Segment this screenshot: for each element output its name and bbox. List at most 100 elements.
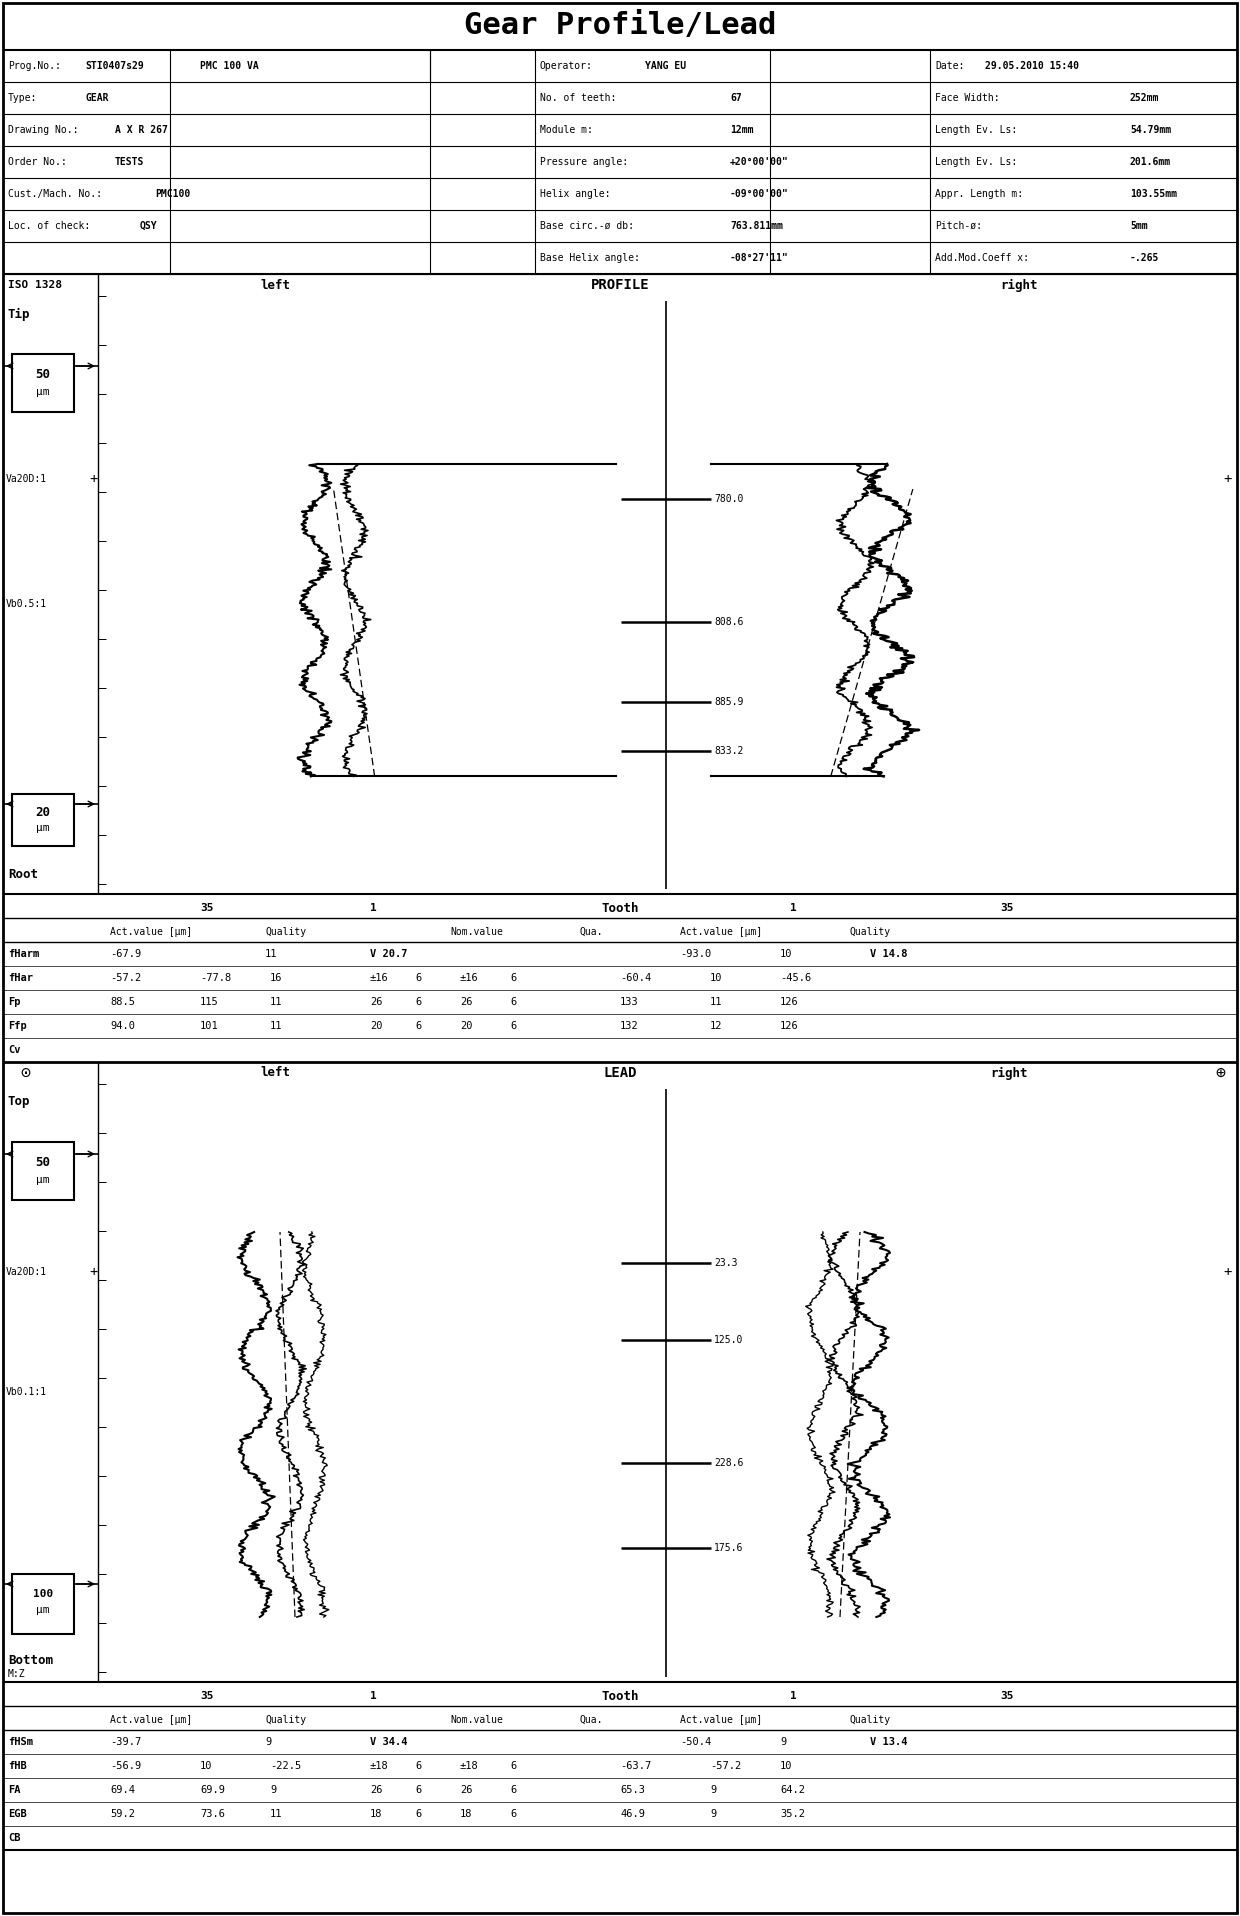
- Text: 69.9: 69.9: [200, 1786, 224, 1795]
- Text: 6: 6: [510, 1809, 516, 1818]
- Text: 885.9: 885.9: [714, 697, 743, 707]
- Text: 9: 9: [265, 1738, 272, 1747]
- Text: Quality: Quality: [849, 1715, 892, 1724]
- Text: Vb0.1:1: Vb0.1:1: [6, 1387, 47, 1397]
- Text: 20: 20: [36, 805, 51, 818]
- Text: Tooth: Tooth: [601, 902, 639, 914]
- Text: ⊙: ⊙: [20, 1063, 30, 1083]
- Text: +: +: [89, 1265, 98, 1280]
- Text: Base circ.-ø db:: Base circ.-ø db:: [539, 220, 634, 232]
- Text: 10: 10: [780, 948, 792, 960]
- Text: Loc. of check:: Loc. of check:: [7, 220, 91, 232]
- Text: Type:: Type:: [7, 94, 37, 103]
- Text: 201.6mm: 201.6mm: [1130, 157, 1171, 167]
- Text: +20°00'00": +20°00'00": [730, 157, 789, 167]
- Text: 1: 1: [790, 902, 797, 914]
- Text: A X R 267: A X R 267: [115, 125, 167, 134]
- Text: -63.7: -63.7: [620, 1761, 651, 1770]
- Text: Fp: Fp: [7, 996, 21, 1008]
- Text: STI0407s29: STI0407s29: [86, 61, 144, 71]
- Text: 11: 11: [270, 996, 283, 1008]
- Text: 73.6: 73.6: [200, 1809, 224, 1818]
- Text: 9: 9: [780, 1738, 786, 1747]
- Text: 35: 35: [200, 902, 213, 914]
- Text: Act.value [μm]: Act.value [μm]: [680, 1715, 763, 1724]
- Text: 10: 10: [711, 973, 723, 983]
- Text: fHSm: fHSm: [7, 1738, 33, 1747]
- Text: ⊕: ⊕: [1215, 1063, 1225, 1083]
- Text: 6: 6: [415, 1761, 422, 1770]
- Text: 69.4: 69.4: [110, 1786, 135, 1795]
- Text: Module m:: Module m:: [539, 125, 593, 134]
- Text: 59.2: 59.2: [110, 1809, 135, 1818]
- Text: 175.6: 175.6: [714, 1542, 743, 1552]
- Text: ±16: ±16: [370, 973, 389, 983]
- Text: LEAD: LEAD: [603, 1065, 637, 1081]
- Text: Quality: Quality: [265, 1715, 306, 1724]
- Text: 125.0: 125.0: [714, 1335, 743, 1345]
- Text: 16: 16: [270, 973, 283, 983]
- Text: μm: μm: [36, 1606, 50, 1615]
- Text: M:Z: M:Z: [7, 1669, 26, 1678]
- Text: ±18: ±18: [460, 1761, 479, 1770]
- Text: 6: 6: [510, 1021, 516, 1031]
- Text: right: right: [999, 278, 1038, 291]
- Text: Add.Mod.Coeff x:: Add.Mod.Coeff x:: [935, 253, 1029, 262]
- Text: 126: 126: [780, 1021, 799, 1031]
- Text: 763.811mm: 763.811mm: [730, 220, 782, 232]
- Text: 35.2: 35.2: [780, 1809, 805, 1818]
- Text: TESTS: TESTS: [115, 157, 144, 167]
- Text: 12mm: 12mm: [730, 125, 754, 134]
- Text: μm: μm: [36, 1175, 50, 1184]
- Text: -50.4: -50.4: [680, 1738, 712, 1747]
- Text: Appr. Length m:: Appr. Length m:: [935, 190, 1023, 199]
- Text: V 13.4: V 13.4: [870, 1738, 908, 1747]
- Text: Drawing No.:: Drawing No.:: [7, 125, 78, 134]
- Text: -67.9: -67.9: [110, 948, 141, 960]
- Text: 11: 11: [265, 948, 278, 960]
- Text: -56.9: -56.9: [110, 1761, 141, 1770]
- Text: -60.4: -60.4: [620, 973, 651, 983]
- Text: 18: 18: [460, 1809, 472, 1818]
- Text: Qua.: Qua.: [580, 1715, 604, 1724]
- Text: Pitch-ø:: Pitch-ø:: [935, 220, 982, 232]
- Text: 35: 35: [999, 1692, 1013, 1701]
- Text: Bottom: Bottom: [7, 1654, 53, 1667]
- Text: fHB: fHB: [7, 1761, 27, 1770]
- Text: 11: 11: [270, 1809, 283, 1818]
- Text: V 34.4: V 34.4: [370, 1738, 408, 1747]
- Text: Tooth: Tooth: [601, 1690, 639, 1703]
- Text: 35: 35: [999, 902, 1013, 914]
- Text: 100: 100: [33, 1588, 53, 1600]
- Text: Va20D:1: Va20D:1: [6, 1266, 47, 1276]
- Text: 29.05.2010 15:40: 29.05.2010 15:40: [985, 61, 1079, 71]
- Text: 5mm: 5mm: [1130, 220, 1148, 232]
- Text: 35: 35: [200, 1692, 213, 1701]
- Text: μm: μm: [36, 387, 50, 397]
- Text: 126: 126: [780, 996, 799, 1008]
- Text: 115: 115: [200, 996, 218, 1008]
- Text: -57.2: -57.2: [110, 973, 141, 983]
- Text: Nom.value: Nom.value: [450, 1715, 503, 1724]
- Text: 50: 50: [36, 368, 51, 381]
- Text: Helix angle:: Helix angle:: [539, 190, 610, 199]
- Text: 9: 9: [711, 1809, 717, 1818]
- Bar: [12, 1142, 74, 1199]
- Text: QSY: QSY: [140, 220, 157, 232]
- Text: -93.0: -93.0: [680, 948, 712, 960]
- Text: Va20D:1: Va20D:1: [6, 473, 47, 485]
- Text: 10: 10: [780, 1761, 792, 1770]
- Text: Act.value [μm]: Act.value [μm]: [680, 927, 763, 937]
- Text: fHar: fHar: [7, 973, 33, 983]
- Text: Pressure angle:: Pressure angle:: [539, 157, 629, 167]
- Text: 10: 10: [200, 1761, 212, 1770]
- Text: +: +: [89, 471, 98, 487]
- Text: -22.5: -22.5: [270, 1761, 301, 1770]
- Text: -08°27'11": -08°27'11": [730, 253, 789, 262]
- Text: fHarm: fHarm: [7, 948, 40, 960]
- Text: right: right: [990, 1067, 1028, 1079]
- Text: Quality: Quality: [265, 927, 306, 937]
- Text: ±16: ±16: [460, 973, 479, 983]
- Text: 132: 132: [620, 1021, 639, 1031]
- Text: 6: 6: [510, 1786, 516, 1795]
